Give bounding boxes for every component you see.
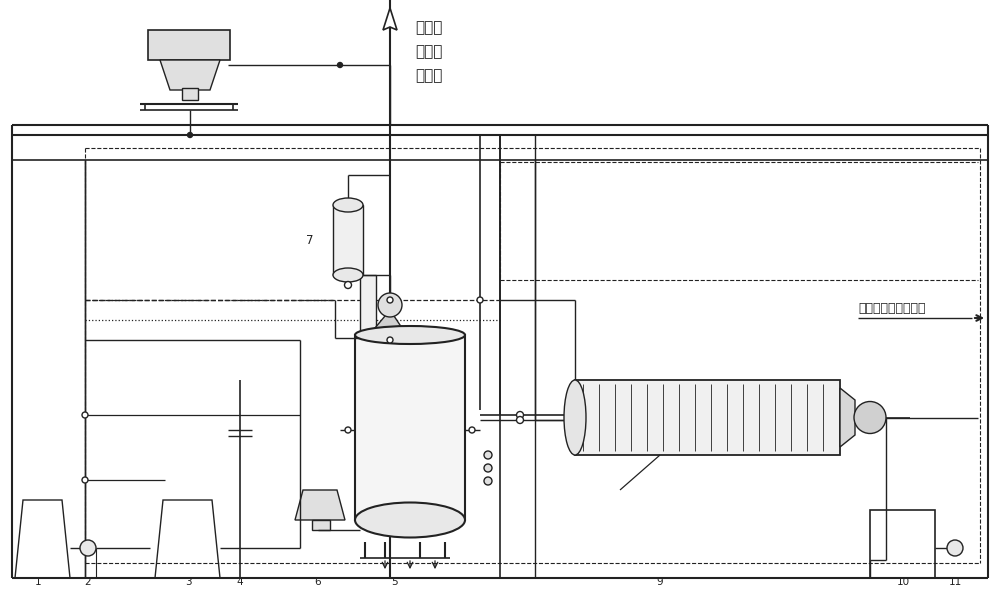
Circle shape	[82, 412, 88, 418]
Bar	[575, 380, 840, 455]
Text: 10: 10	[896, 577, 910, 587]
Circle shape	[80, 540, 96, 556]
Text: 11: 11	[948, 577, 962, 587]
Circle shape	[188, 132, 192, 137]
Text: 7: 7	[306, 233, 314, 247]
Text: 5: 5	[392, 577, 398, 587]
Bar	[870, 510, 935, 578]
Circle shape	[387, 297, 393, 303]
Polygon shape	[840, 388, 855, 447]
Circle shape	[469, 427, 475, 433]
Circle shape	[484, 451, 492, 459]
Bar	[312, 520, 330, 530]
Circle shape	[387, 337, 393, 343]
Text: 4: 4	[237, 577, 243, 587]
Bar	[333, 205, 363, 275]
Text: 6: 6	[315, 577, 321, 587]
Circle shape	[82, 477, 88, 483]
Circle shape	[484, 464, 492, 472]
Text: 3: 3	[185, 577, 191, 587]
Ellipse shape	[564, 380, 586, 455]
Text: 备系统: 备系统	[415, 68, 442, 84]
Circle shape	[516, 416, 524, 424]
Bar	[148, 30, 230, 60]
Ellipse shape	[355, 326, 465, 344]
Text: 1: 1	[35, 577, 41, 587]
Bar	[360, 275, 376, 338]
Circle shape	[378, 293, 402, 317]
Text: 9: 9	[657, 577, 663, 587]
Ellipse shape	[355, 503, 465, 538]
Polygon shape	[160, 60, 220, 90]
Ellipse shape	[333, 268, 363, 282]
Circle shape	[338, 62, 342, 68]
Circle shape	[854, 402, 886, 434]
Circle shape	[344, 282, 352, 289]
Circle shape	[484, 477, 492, 485]
Circle shape	[516, 412, 524, 419]
Text: 氨水制: 氨水制	[415, 45, 442, 59]
Bar	[355, 335, 465, 520]
Text: 多功能硫酸镁结晶器: 多功能硫酸镁结晶器	[858, 302, 926, 314]
Text: 2: 2	[85, 577, 91, 587]
Circle shape	[947, 540, 963, 556]
Polygon shape	[383, 8, 397, 30]
Circle shape	[477, 297, 483, 303]
Circle shape	[345, 427, 351, 433]
Polygon shape	[365, 310, 410, 340]
Polygon shape	[295, 490, 345, 520]
Text: 封闭式: 封闭式	[415, 21, 442, 36]
Bar	[182, 88, 198, 100]
Ellipse shape	[333, 198, 363, 212]
